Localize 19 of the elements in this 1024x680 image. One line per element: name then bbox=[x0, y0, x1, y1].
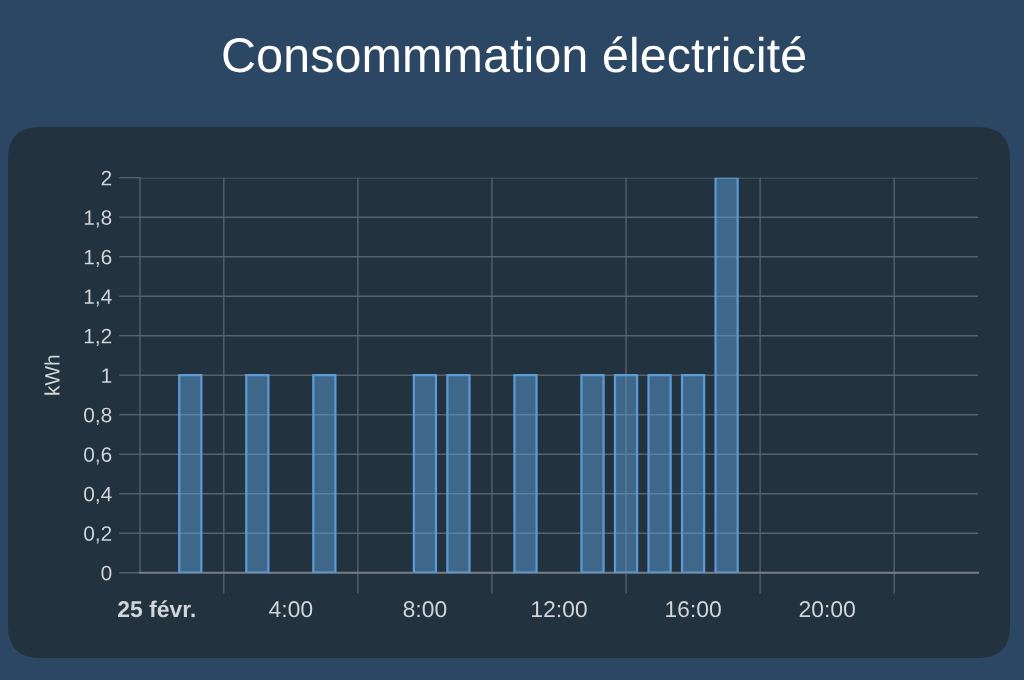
y-tick-label: 0,8 bbox=[84, 407, 112, 425]
y-tick-label: 0,2 bbox=[84, 526, 112, 544]
x-tick-label: 8:00 bbox=[403, 601, 447, 618]
x-tick-label: 16:00 bbox=[666, 601, 721, 618]
x-tick-label: 4:00 bbox=[269, 601, 313, 618]
chart-title: Consommmation électricité bbox=[223, 36, 806, 73]
y-tick-label: 1,4 bbox=[84, 289, 112, 307]
y-tick-label: 2 bbox=[101, 170, 112, 186]
x-tick-label: 20:00 bbox=[799, 601, 855, 618]
y-tick-label: 1,8 bbox=[84, 210, 112, 228]
x-tick-label: 25 févr. bbox=[118, 600, 195, 618]
y-tick-label: 0,6 bbox=[84, 447, 112, 465]
y-axis-title: kWh bbox=[44, 355, 60, 395]
y-tick-label: 0,4 bbox=[84, 486, 112, 504]
y-tick-label: 1,6 bbox=[84, 249, 112, 267]
y-tick-label: 0 bbox=[101, 565, 112, 581]
y-tick-label: 1,2 bbox=[84, 328, 112, 346]
x-tick-label: 12:00 bbox=[532, 601, 587, 618]
y-tick-label: 1 bbox=[102, 368, 112, 383]
